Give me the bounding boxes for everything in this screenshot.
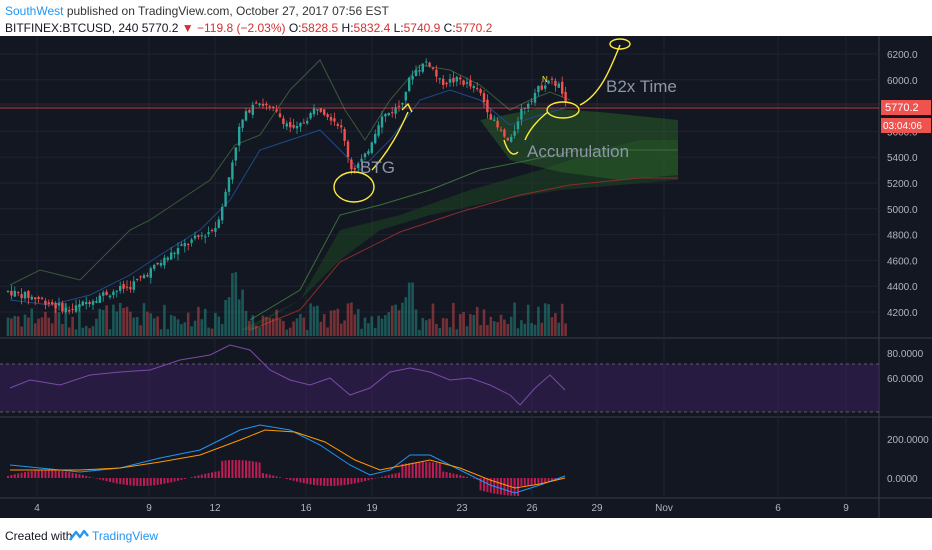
time-tick: 12 (209, 503, 221, 514)
price-tick: 6000.0 (887, 76, 918, 87)
ichimoku-cloud-recent (480, 108, 678, 180)
close-value: 5770.2 (455, 21, 493, 35)
price-axis: 6200.06000.05800.05600.05400.05200.05000… (887, 50, 918, 319)
price-tick: 5400.0 (887, 153, 918, 164)
price-tick: 5000.0 (887, 205, 918, 216)
time-tick: 6 (775, 503, 781, 514)
published-text: published on TradingView.com, October 27… (66, 4, 389, 18)
low-label: L: (393, 21, 404, 35)
time-tick: 9 (146, 503, 152, 514)
b2x-target (609, 38, 631, 50)
accumulation-label: Accumulation (527, 142, 629, 161)
rsi-band (0, 364, 879, 412)
b2x-label: B2x Time (606, 77, 677, 96)
time-tick: Nov (655, 503, 673, 514)
btg-arrow (371, 111, 409, 171)
candlesticks (6, 58, 567, 315)
annotations (333, 38, 631, 203)
macd-tick-0: 0.0000 (887, 474, 918, 485)
time-tick: 16 (300, 503, 312, 514)
macd-tick-200: 200.0000 (887, 435, 929, 446)
signal-line (10, 429, 566, 489)
chart-area[interactable]: 6200.06000.05800.05600.05400.05200.05000… (0, 36, 932, 518)
high-label: H: (341, 21, 354, 35)
countdown-badge: 03:04:06 (883, 121, 922, 132)
ohlc-line: BITFINEX:BTCUSD, 240 5770.2 ▼ −119.8 (−2… (5, 21, 492, 35)
btg-arrowhead (401, 102, 413, 113)
time-tick: 29 (591, 503, 603, 514)
chart-svg[interactable]: 6200.06000.05800.05600.05400.05200.05000… (0, 36, 932, 518)
price-tick: 6200.0 (887, 50, 918, 61)
high-value: 5832.4 (353, 21, 391, 35)
grid (0, 36, 879, 498)
time-axis: 4 9 12 16 19 23 26 29 Nov 6 9 (34, 503, 849, 514)
macd-line (9, 424, 566, 494)
tradingview-brand[interactable]: TradingView (92, 529, 159, 543)
b2x-circle (546, 101, 580, 119)
price-tick: 4400.0 (887, 282, 918, 293)
accumulation-arrow (524, 111, 549, 141)
author-link[interactable]: SouthWest (5, 4, 64, 18)
time-tick: 26 (526, 503, 538, 514)
open-value: 5828.5 (301, 21, 339, 35)
price-tick: 5200.0 (887, 179, 918, 190)
symbol-label: BITFINEX:BTCUSD, 240 (5, 21, 139, 35)
accumulation-stroke (503, 139, 519, 155)
countdown-badge-bg (881, 118, 931, 133)
btg-circle (333, 171, 375, 203)
price-badge: 5770.2 (885, 102, 919, 114)
footer: Created with TradingView (0, 518, 932, 550)
time-tick: 9 (843, 503, 849, 514)
time-tick: 19 (366, 503, 378, 514)
low-value: 5740.9 (403, 21, 441, 35)
price-tick: 4200.0 (887, 308, 918, 319)
price-tick: 4600.0 (887, 256, 918, 267)
created-with-text: Created with (5, 529, 73, 543)
time-tick: 23 (456, 503, 468, 514)
rsi-tick-60: 60.0000 (887, 374, 924, 385)
macd-histogram (7, 460, 567, 496)
price-change: ▼ −119.8 (−2.03%) (181, 21, 286, 35)
volume-bars (6, 272, 567, 336)
ichimoku-cloud (240, 140, 678, 330)
publish-line: SouthWest published on TradingView.com, … (5, 4, 389, 18)
btg-label: BTG (360, 158, 395, 177)
rsi-line (9, 344, 566, 406)
time-tick: 4 (34, 503, 40, 514)
price-tick: 4800.0 (887, 231, 918, 242)
close-label: C: (443, 21, 456, 35)
n-label: N (542, 75, 548, 84)
last-price: 5770.2 (141, 21, 179, 35)
tradingview-logo-icon (69, 528, 89, 547)
price-badge-bg (881, 100, 931, 115)
open-label: O: (288, 21, 302, 35)
b2x-arrow (579, 44, 621, 106)
rsi-tick-80: 80.0000 (887, 349, 924, 360)
